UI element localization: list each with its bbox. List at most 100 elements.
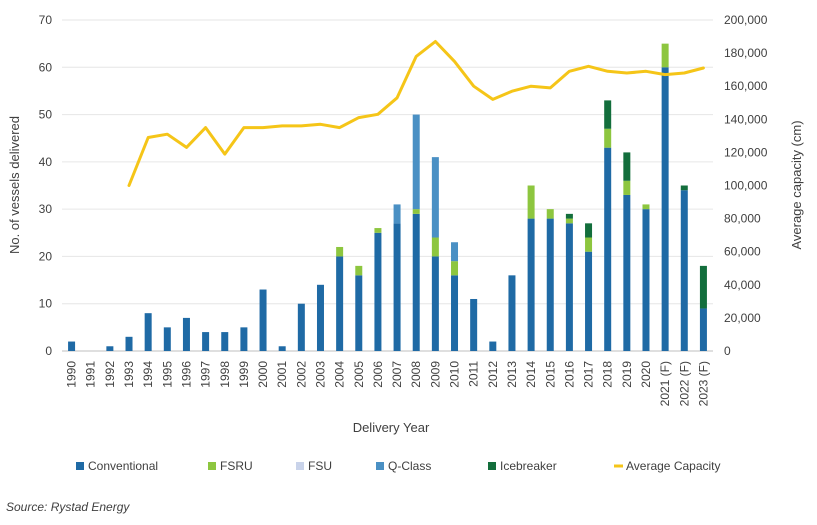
bar-conventional-1990 <box>68 341 76 351</box>
x-tick-label: 1995 <box>160 361 174 388</box>
bar-fsru-2005 <box>355 265 363 276</box>
y-axis-title: No. of vessels delivered <box>7 116 22 254</box>
bar-conventional-2012 <box>489 341 497 351</box>
bar-conventional-2004 <box>336 256 344 351</box>
x-tick-label: 2010 <box>448 361 462 388</box>
y2-tick-label: 40,000 <box>724 278 761 292</box>
x-tick-label: 1994 <box>141 361 155 388</box>
x-axis: 1990 1991 1992 1993 1994 1995 1996 1997 1998 1999… <box>65 361 711 407</box>
bar-q-class-2008 <box>412 114 420 210</box>
x-tick-label: 1990 <box>65 361 79 388</box>
bar-conventional-1997 <box>202 332 210 351</box>
legend: Conventional FSRU FSU Q-Class Icebreaker Aver… <box>76 459 721 473</box>
bar-conventional-2020 <box>642 209 650 351</box>
bar-fsru-2020 <box>642 204 650 210</box>
x-tick-label: 2005 <box>352 361 366 388</box>
bar-fsru-2006 <box>374 228 382 233</box>
x-tick-label: 1999 <box>237 361 251 388</box>
bar-fsru-2010 <box>451 261 459 276</box>
bar-fsru-2014 <box>527 185 535 219</box>
x-tick-label: 2011 <box>467 361 481 387</box>
x-tick-label: 1998 <box>218 361 232 388</box>
bar-conventional-2006 <box>374 232 382 351</box>
x-tick-label: 1993 <box>122 361 136 388</box>
x-tick-label: 2019 <box>620 361 634 388</box>
y2-tick-label: 120,000 <box>724 145 768 159</box>
average-capacity-line <box>127 40 705 187</box>
bar-conventional-2011 <box>470 298 478 351</box>
x-tick-label: 2015 <box>543 361 557 388</box>
x-tick-label: 1992 <box>103 361 117 388</box>
bar-conventional-2018 <box>604 147 612 351</box>
legend-label-q-class: Q-Class <box>388 459 431 473</box>
bar-conventional-2008 <box>412 213 420 351</box>
y2-axis-title: Average capacity (cm) <box>789 120 804 249</box>
x-tick-label: 2000 <box>256 361 270 388</box>
right-y-axis: 0 20,000 40,000 60,000 80,000 100,000 120,000 1… <box>724 13 768 358</box>
legend-swatch-icebreaker <box>488 462 496 470</box>
bar-conventional-2009 <box>431 256 439 351</box>
bar-conventional-2015 <box>546 218 554 351</box>
bar-fsru-2004 <box>336 246 344 257</box>
y-tick-label: 50 <box>39 108 53 122</box>
y2-tick-label: 60,000 <box>724 245 761 259</box>
x-tick-label: 2017 <box>582 361 596 388</box>
left-y-axis: 0 10 20 30 40 50 60 70 <box>39 13 53 358</box>
x-tick-label: 2023 (F) <box>696 361 710 406</box>
bar-conventional-2022f <box>680 190 688 351</box>
bar-conventional-1996 <box>182 317 190 351</box>
y2-tick-label: 180,000 <box>724 46 768 60</box>
bar-icebreaker-2023f <box>699 265 707 309</box>
legend-swatch-fsu <box>296 462 304 470</box>
y2-tick-label: 200,000 <box>724 13 768 27</box>
bar-fsru-2015 <box>546 209 554 219</box>
bar-fsru-2021f <box>661 43 669 68</box>
bar-conventional-2023f <box>699 308 707 351</box>
y-tick-label: 60 <box>39 60 53 74</box>
legend-label-fsru: FSRU <box>220 459 253 473</box>
y-tick-label: 0 <box>45 344 52 358</box>
y2-tick-label: 0 <box>724 344 731 358</box>
bar-conventional-1992 <box>106 346 114 351</box>
bar-conventional-2013 <box>508 275 516 351</box>
bar-q-class-2010 <box>451 242 459 262</box>
bar-icebreaker-2016 <box>565 213 573 219</box>
y-tick-label: 30 <box>39 202 53 216</box>
legend-swatch-conventional <box>76 462 84 470</box>
x-tick-label: 2002 <box>294 361 308 388</box>
x-tick-label: 2016 <box>562 361 576 388</box>
x-tick-label: 2022 (F) <box>677 361 691 406</box>
legend-swatch-fsru <box>208 462 216 470</box>
x-tick-label: 2013 <box>505 361 519 388</box>
y2-tick-label: 140,000 <box>724 112 768 126</box>
y-tick-label: 70 <box>39 13 53 27</box>
bar-fsru-2016 <box>565 218 573 224</box>
bar-conventional-2002 <box>297 303 305 351</box>
x-tick-label: 1996 <box>179 361 193 388</box>
bar-conventional-1999 <box>240 327 248 351</box>
bar-conventional-2005 <box>355 275 363 351</box>
legend-label-average-capacity: Average Capacity <box>626 459 721 473</box>
source-note: Source: Rystad Energy <box>6 500 130 514</box>
bar-conventional-2014 <box>527 218 535 351</box>
bar-conventional-2007 <box>393 223 401 351</box>
bar-conventional-2021f <box>661 67 669 352</box>
bar-conventional-1998 <box>221 332 229 351</box>
x-tick-label: 2003 <box>313 361 327 388</box>
bar-conventional-1995 <box>163 327 171 351</box>
bar-conventional-2000 <box>259 289 267 351</box>
bar-icebreaker-2017 <box>585 223 593 238</box>
legend-label-icebreaker: Icebreaker <box>500 459 557 473</box>
y2-tick-label: 100,000 <box>724 179 768 193</box>
bar-fsru-2008 <box>412 209 420 214</box>
average-capacity-line-layer <box>127 40 705 187</box>
y2-tick-label: 160,000 <box>724 79 768 93</box>
bar-conventional-2016 <box>565 223 573 351</box>
bar-conventional-2001 <box>278 346 286 351</box>
bar-q-class-2009 <box>431 157 439 238</box>
x-tick-label: 2009 <box>428 361 442 388</box>
x-tick-label: 1991 <box>84 361 98 388</box>
x-tick-label: 2004 <box>333 361 347 388</box>
x-tick-label: 2007 <box>390 361 404 388</box>
